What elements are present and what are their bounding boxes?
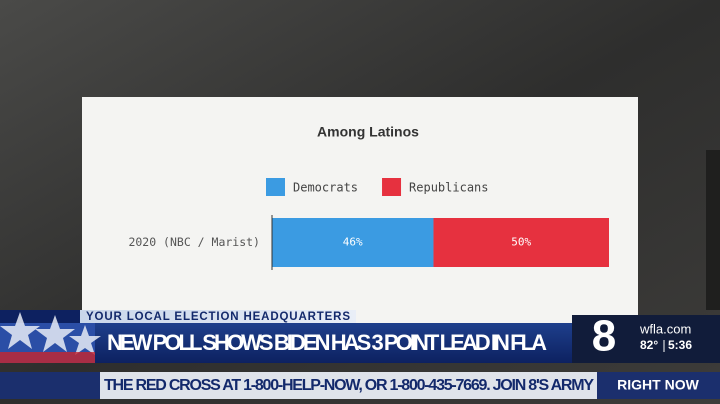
temperature: 82° bbox=[640, 338, 658, 352]
legend-swatch bbox=[266, 178, 285, 196]
ticker-badge-box bbox=[597, 372, 720, 399]
bar-segment bbox=[433, 218, 609, 267]
logo-box bbox=[572, 315, 720, 363]
ticker-left bbox=[0, 372, 100, 399]
ticker-badge: RIGHT NOW bbox=[617, 377, 699, 393]
tag-text: YOUR LOCAL ELECTION HEADQUARTERS bbox=[86, 311, 350, 323]
tag-bar bbox=[80, 310, 356, 323]
legend-label: Republicans bbox=[409, 181, 488, 195]
chart-title: Among Latinos bbox=[317, 124, 419, 140]
stripes bbox=[0, 352, 95, 363]
legend-label: Democrats bbox=[293, 181, 358, 195]
headline: NEW POLL SHOWS BIDEN HAS 3 POINT LEAD IN… bbox=[107, 330, 547, 355]
legend-swatch bbox=[382, 178, 402, 196]
tag-left bbox=[0, 310, 80, 324]
channel-number: 8 bbox=[592, 312, 616, 361]
value-label: 46% bbox=[343, 236, 363, 249]
chart-panel bbox=[82, 97, 638, 330]
chart: Democrats Republicans 2020 (NBC / Marist) 4… bbox=[128, 178, 609, 270]
bar-segment bbox=[272, 218, 434, 267]
background-shadow bbox=[706, 150, 720, 310]
value-label: 50% bbox=[511, 236, 531, 249]
headline-bar bbox=[0, 323, 572, 363]
category-label: 2020 (NBC / Marist) bbox=[128, 235, 260, 249]
ticker-text: THE RED CROSS AT 1-800-HELP-NOW, OR 1-80… bbox=[104, 377, 594, 394]
time: 5:36 bbox=[668, 338, 692, 352]
stars bbox=[0, 312, 101, 355]
website: wfla.com bbox=[639, 321, 691, 336]
